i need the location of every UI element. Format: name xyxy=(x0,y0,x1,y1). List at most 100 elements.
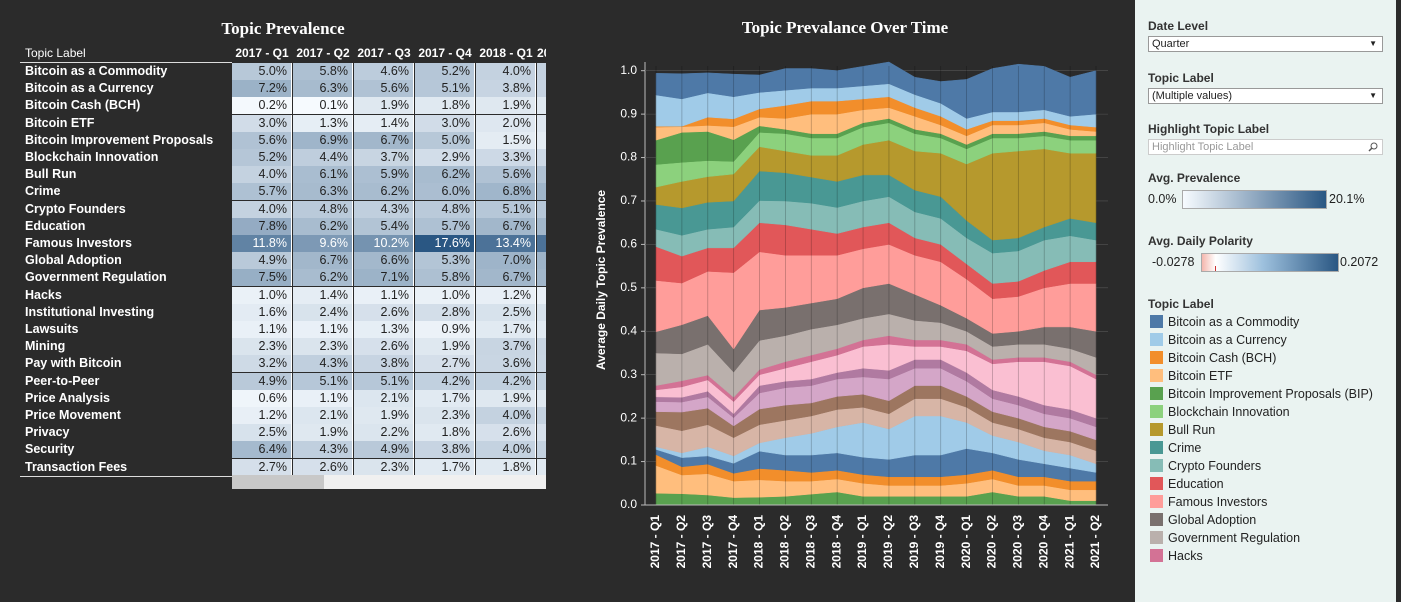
cell: 1.6% xyxy=(232,303,292,321)
x-tick-label: 2019 - Q4 xyxy=(933,515,947,569)
prevalence-gradient xyxy=(1182,190,1327,209)
x-tick-label: 2017 - Q3 xyxy=(700,515,714,569)
x-tick-label: 2020 - Q2 xyxy=(985,515,999,569)
cell: 5.0% xyxy=(415,131,475,149)
topic-filter-dropdown[interactable]: (Multiple values) ▼ xyxy=(1148,88,1383,104)
row-label: Pay with Bitcoin xyxy=(25,356,122,371)
cell: 11.8% xyxy=(232,235,292,252)
polarity-min: -0.0278 xyxy=(1152,255,1195,269)
cell: 6.8% xyxy=(476,183,536,201)
cell: 2.5% xyxy=(232,424,292,442)
cell: 9.6% xyxy=(293,235,353,252)
cell: 1.9% xyxy=(354,407,414,424)
cell-clipped xyxy=(537,183,546,201)
y-tick-label: 0.7 xyxy=(620,193,637,207)
cell: 6.7% xyxy=(354,131,414,149)
polarity-legend-title: Avg. Daily Polarity xyxy=(1148,234,1253,248)
cell: 1.7% xyxy=(476,321,536,338)
y-tick-label: 0.5 xyxy=(620,280,637,294)
cell-clipped xyxy=(537,114,546,132)
cell: 4.8% xyxy=(415,200,475,218)
y-axis-label: Average Daily Topic Prevalence xyxy=(594,190,608,370)
cell-clipped xyxy=(537,217,546,235)
cell: 3.3% xyxy=(476,149,536,166)
scrollbar[interactable] xyxy=(232,475,546,489)
highlight-placeholder: Highlight Topic Label xyxy=(1152,141,1254,153)
row-label: Bitcoin Improvement Proposals xyxy=(25,132,214,147)
cell: 5.6% xyxy=(232,131,292,149)
color-legend-title: Topic Label xyxy=(1148,297,1214,311)
cell: 1.5% xyxy=(476,131,536,149)
cell-clipped xyxy=(537,252,546,270)
cell: 17.6% xyxy=(415,235,475,252)
x-tick-label: 2018 - Q1 xyxy=(752,515,766,569)
cell: 6.2% xyxy=(415,166,475,184)
x-tick-label: 2018 - Q2 xyxy=(778,515,792,569)
cell: 1.3% xyxy=(354,321,414,338)
date-level-dropdown[interactable]: Quarter ▼ xyxy=(1148,36,1383,52)
cell: 1.1% xyxy=(293,389,353,407)
cell-clipped xyxy=(537,80,546,98)
cell: 2.3% xyxy=(293,338,353,356)
legend-swatch xyxy=(1150,333,1163,346)
cell: 4.3% xyxy=(293,355,353,373)
table: Topic Label 2017 - Q1 2017 - Q2 2017 - Q3 20… xyxy=(0,0,560,500)
cell: 5.4% xyxy=(354,217,414,235)
cell: 7.2% xyxy=(232,80,292,98)
cell: 2.9% xyxy=(415,149,475,166)
row-label: Privacy xyxy=(25,425,70,440)
cell: 2.8% xyxy=(415,303,475,321)
cell: 1.9% xyxy=(476,389,536,407)
date-level-value: Quarter xyxy=(1152,38,1190,50)
cell: 2.6% xyxy=(293,458,353,476)
legend-swatch xyxy=(1150,351,1163,364)
y-tick-label: 0.3 xyxy=(620,367,637,381)
x-tick-label: 2021 - Q1 xyxy=(1062,515,1076,569)
cell: 5.1% xyxy=(415,80,475,98)
cell: 1.8% xyxy=(476,458,536,476)
x-tick-label: 2017 - Q1 xyxy=(648,515,662,569)
scroll-thumb[interactable] xyxy=(232,475,324,489)
cell: 4.6% xyxy=(354,63,414,80)
y-tick-label: 0.6 xyxy=(620,237,637,251)
legend-swatch xyxy=(1150,513,1163,526)
row-label: Lawsuits xyxy=(25,322,79,336)
cell: 4.0% xyxy=(232,166,292,184)
highlight-input[interactable]: Highlight Topic Label xyxy=(1148,139,1383,155)
cell: 2.0% xyxy=(476,114,536,132)
legend-swatch xyxy=(1150,549,1163,562)
cell-clipped xyxy=(537,355,546,373)
cell: 5.2% xyxy=(415,63,475,80)
cell: 3.0% xyxy=(232,114,292,132)
legend-label: Education xyxy=(1168,477,1224,491)
cell: 3.7% xyxy=(476,338,536,356)
legend-label: Government Regulation xyxy=(1168,531,1301,545)
legend-label: Bull Run xyxy=(1168,423,1216,437)
cell: 1.7% xyxy=(415,389,475,407)
cell: 6.2% xyxy=(293,269,353,287)
cell: 1.1% xyxy=(293,321,353,338)
cell: 3.7% xyxy=(354,149,414,166)
chart-title: Topic Prevalance Over Time xyxy=(742,18,949,37)
legend-swatch xyxy=(1150,369,1163,382)
y-tick-label: 0.2 xyxy=(620,410,637,424)
column-header: 2017 - Q3 xyxy=(357,46,411,60)
row-label: Crime xyxy=(25,184,61,199)
date-level-label: Date Level xyxy=(1148,19,1209,33)
cell: 7.0% xyxy=(476,252,536,270)
legend-label: Blockchain Innovation xyxy=(1168,405,1290,419)
cell: 1.4% xyxy=(354,114,414,132)
cell: 1.1% xyxy=(232,321,292,338)
legend-label: Global Adoption xyxy=(1168,513,1257,527)
cell: 4.9% xyxy=(232,252,292,270)
cell: 5.3% xyxy=(415,252,475,270)
cell: 6.7% xyxy=(476,217,536,235)
polarity-gradient xyxy=(1201,253,1339,272)
legend-swatch xyxy=(1150,315,1163,328)
cell: 6.2% xyxy=(293,217,353,235)
cell: 3.8% xyxy=(354,355,414,373)
row-label: Education xyxy=(25,218,86,233)
row-label: Bitcoin ETF xyxy=(25,115,95,130)
legend-label: Crime xyxy=(1168,441,1202,455)
search-icon xyxy=(1368,142,1378,152)
